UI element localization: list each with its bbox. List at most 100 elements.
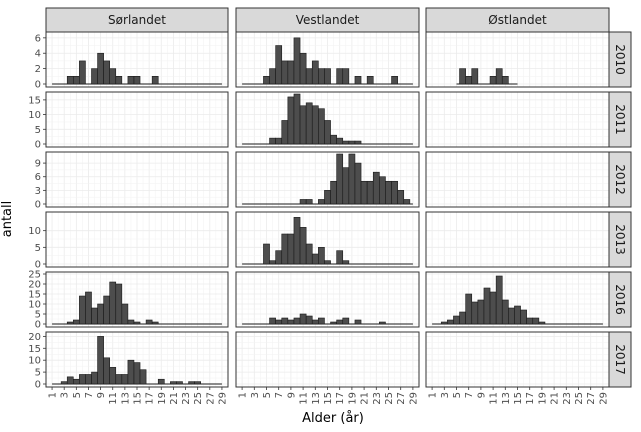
bar-age-6 — [79, 60, 86, 85]
bar-age-7 — [85, 291, 92, 325]
strip-2017: 2017 — [608, 331, 632, 388]
bar-age-12 — [115, 374, 123, 385]
strip-label: 2010 — [613, 44, 627, 75]
panel-sorlandet-2011 — [45, 91, 229, 148]
panel-border — [45, 271, 229, 328]
x-tick-label: 3 — [60, 392, 71, 398]
bar-age-6 — [79, 374, 86, 385]
panel-sorlandet-2016 — [45, 271, 229, 328]
y-tick-label: 10 — [28, 300, 41, 311]
bar-age-11 — [109, 281, 117, 325]
bar-age-19 — [348, 140, 356, 145]
bar-age-7 — [465, 76, 473, 85]
bar-age-14 — [127, 76, 135, 85]
bar-age-15 — [514, 305, 521, 325]
x-tick-label: 17 — [145, 392, 156, 405]
strip-label: 2016 — [613, 284, 627, 315]
y-tick-label: 10 — [28, 226, 41, 237]
bar-age-11 — [299, 313, 307, 325]
bar-age-10 — [293, 37, 301, 85]
x-tick-label: 13 — [501, 392, 512, 405]
strip-background — [608, 31, 632, 88]
strip-background — [45, 7, 229, 33]
strip-background — [608, 151, 632, 208]
panel-ostlandet-2012 — [425, 151, 610, 208]
y-axis-title: antall — [0, 201, 15, 238]
y-tick-label: 0 — [35, 200, 41, 211]
x-tick-label: 13 — [311, 392, 322, 405]
panel-border — [235, 91, 420, 148]
bar-age-24 — [379, 321, 386, 325]
bar-age-9 — [287, 96, 295, 145]
panel-ostlandet-2013 — [425, 211, 610, 268]
y-tick-label: 20 — [28, 280, 41, 291]
bar-age-10 — [103, 357, 110, 385]
bar-age-22 — [366, 180, 374, 205]
strip-background — [608, 91, 632, 148]
bar-age-14 — [318, 317, 325, 325]
bar-age-15 — [324, 190, 331, 205]
x-tick-label: 23 — [562, 392, 573, 405]
strip-sorlandet: Sørlandet — [45, 7, 229, 33]
bar-age-8 — [471, 301, 479, 325]
y-tick-label: 5 — [35, 368, 41, 379]
x-tick-label: 9 — [286, 392, 297, 398]
bar-age-8 — [281, 317, 289, 325]
y-tick-label: 5 — [35, 310, 41, 321]
bar-age-14 — [127, 319, 135, 325]
bar-age-18 — [342, 317, 350, 325]
panel-vestlandet-2013 — [235, 211, 420, 268]
strip-2010: 2010 — [608, 31, 632, 88]
bar-age-6 — [269, 68, 276, 85]
bar-age-12 — [305, 68, 313, 85]
y-tick-label: 10 — [28, 356, 41, 367]
strip-2012: 2012 — [608, 151, 632, 208]
x-tick-label: 17 — [335, 392, 346, 405]
panels-layer — [45, 31, 610, 388]
bar-age-12 — [495, 275, 503, 325]
bar-age-11 — [109, 367, 117, 385]
strip-label: Østlandet — [488, 13, 547, 27]
panel-sorlandet-2017 — [45, 331, 229, 388]
bar-age-21 — [360, 180, 368, 205]
bar-age-15 — [133, 321, 141, 325]
bar-age-10 — [293, 217, 301, 265]
bar-age-12 — [305, 243, 313, 265]
bar-age-4 — [447, 319, 454, 325]
strip-label: 2013 — [613, 224, 627, 255]
bar-age-17 — [526, 317, 534, 325]
panel-vestlandet-2010 — [235, 31, 420, 88]
x-tick-label: 15 — [513, 392, 524, 405]
bar-age-15 — [324, 260, 331, 265]
bar-age-7 — [275, 250, 283, 265]
panel-sorlandet-2010 — [45, 31, 229, 88]
bar-age-13 — [311, 60, 319, 85]
bar-age-5 — [263, 243, 270, 265]
y-tick-label: 2 — [35, 64, 41, 75]
bar-age-6 — [269, 260, 276, 265]
strip-label: 2012 — [613, 164, 627, 195]
bar-age-9 — [97, 303, 104, 325]
x-tick-label: 15 — [133, 392, 144, 405]
strip-label: 2011 — [613, 104, 627, 135]
bar-age-25 — [385, 180, 392, 205]
x-tick-label: 27 — [586, 392, 597, 405]
bar-age-19 — [348, 153, 356, 205]
bar-age-4 — [66, 321, 74, 325]
bar-age-24 — [379, 176, 386, 205]
bar-age-16 — [330, 134, 337, 145]
bar-age-18 — [342, 167, 350, 205]
panel-border — [45, 151, 229, 208]
bar-age-10 — [293, 317, 301, 325]
strip-background — [608, 331, 632, 388]
y-tick-label: 15 — [28, 344, 41, 355]
bar-age-22 — [366, 76, 374, 85]
x-tick-label: 3 — [250, 392, 261, 398]
panel-border — [235, 151, 420, 208]
y-tick-label: 25 — [28, 270, 41, 281]
x-tick-label: 19 — [157, 392, 168, 405]
bar-age-8 — [281, 233, 289, 265]
strip-ostlandet: Østlandet — [425, 7, 610, 33]
bar-age-9 — [287, 233, 295, 265]
